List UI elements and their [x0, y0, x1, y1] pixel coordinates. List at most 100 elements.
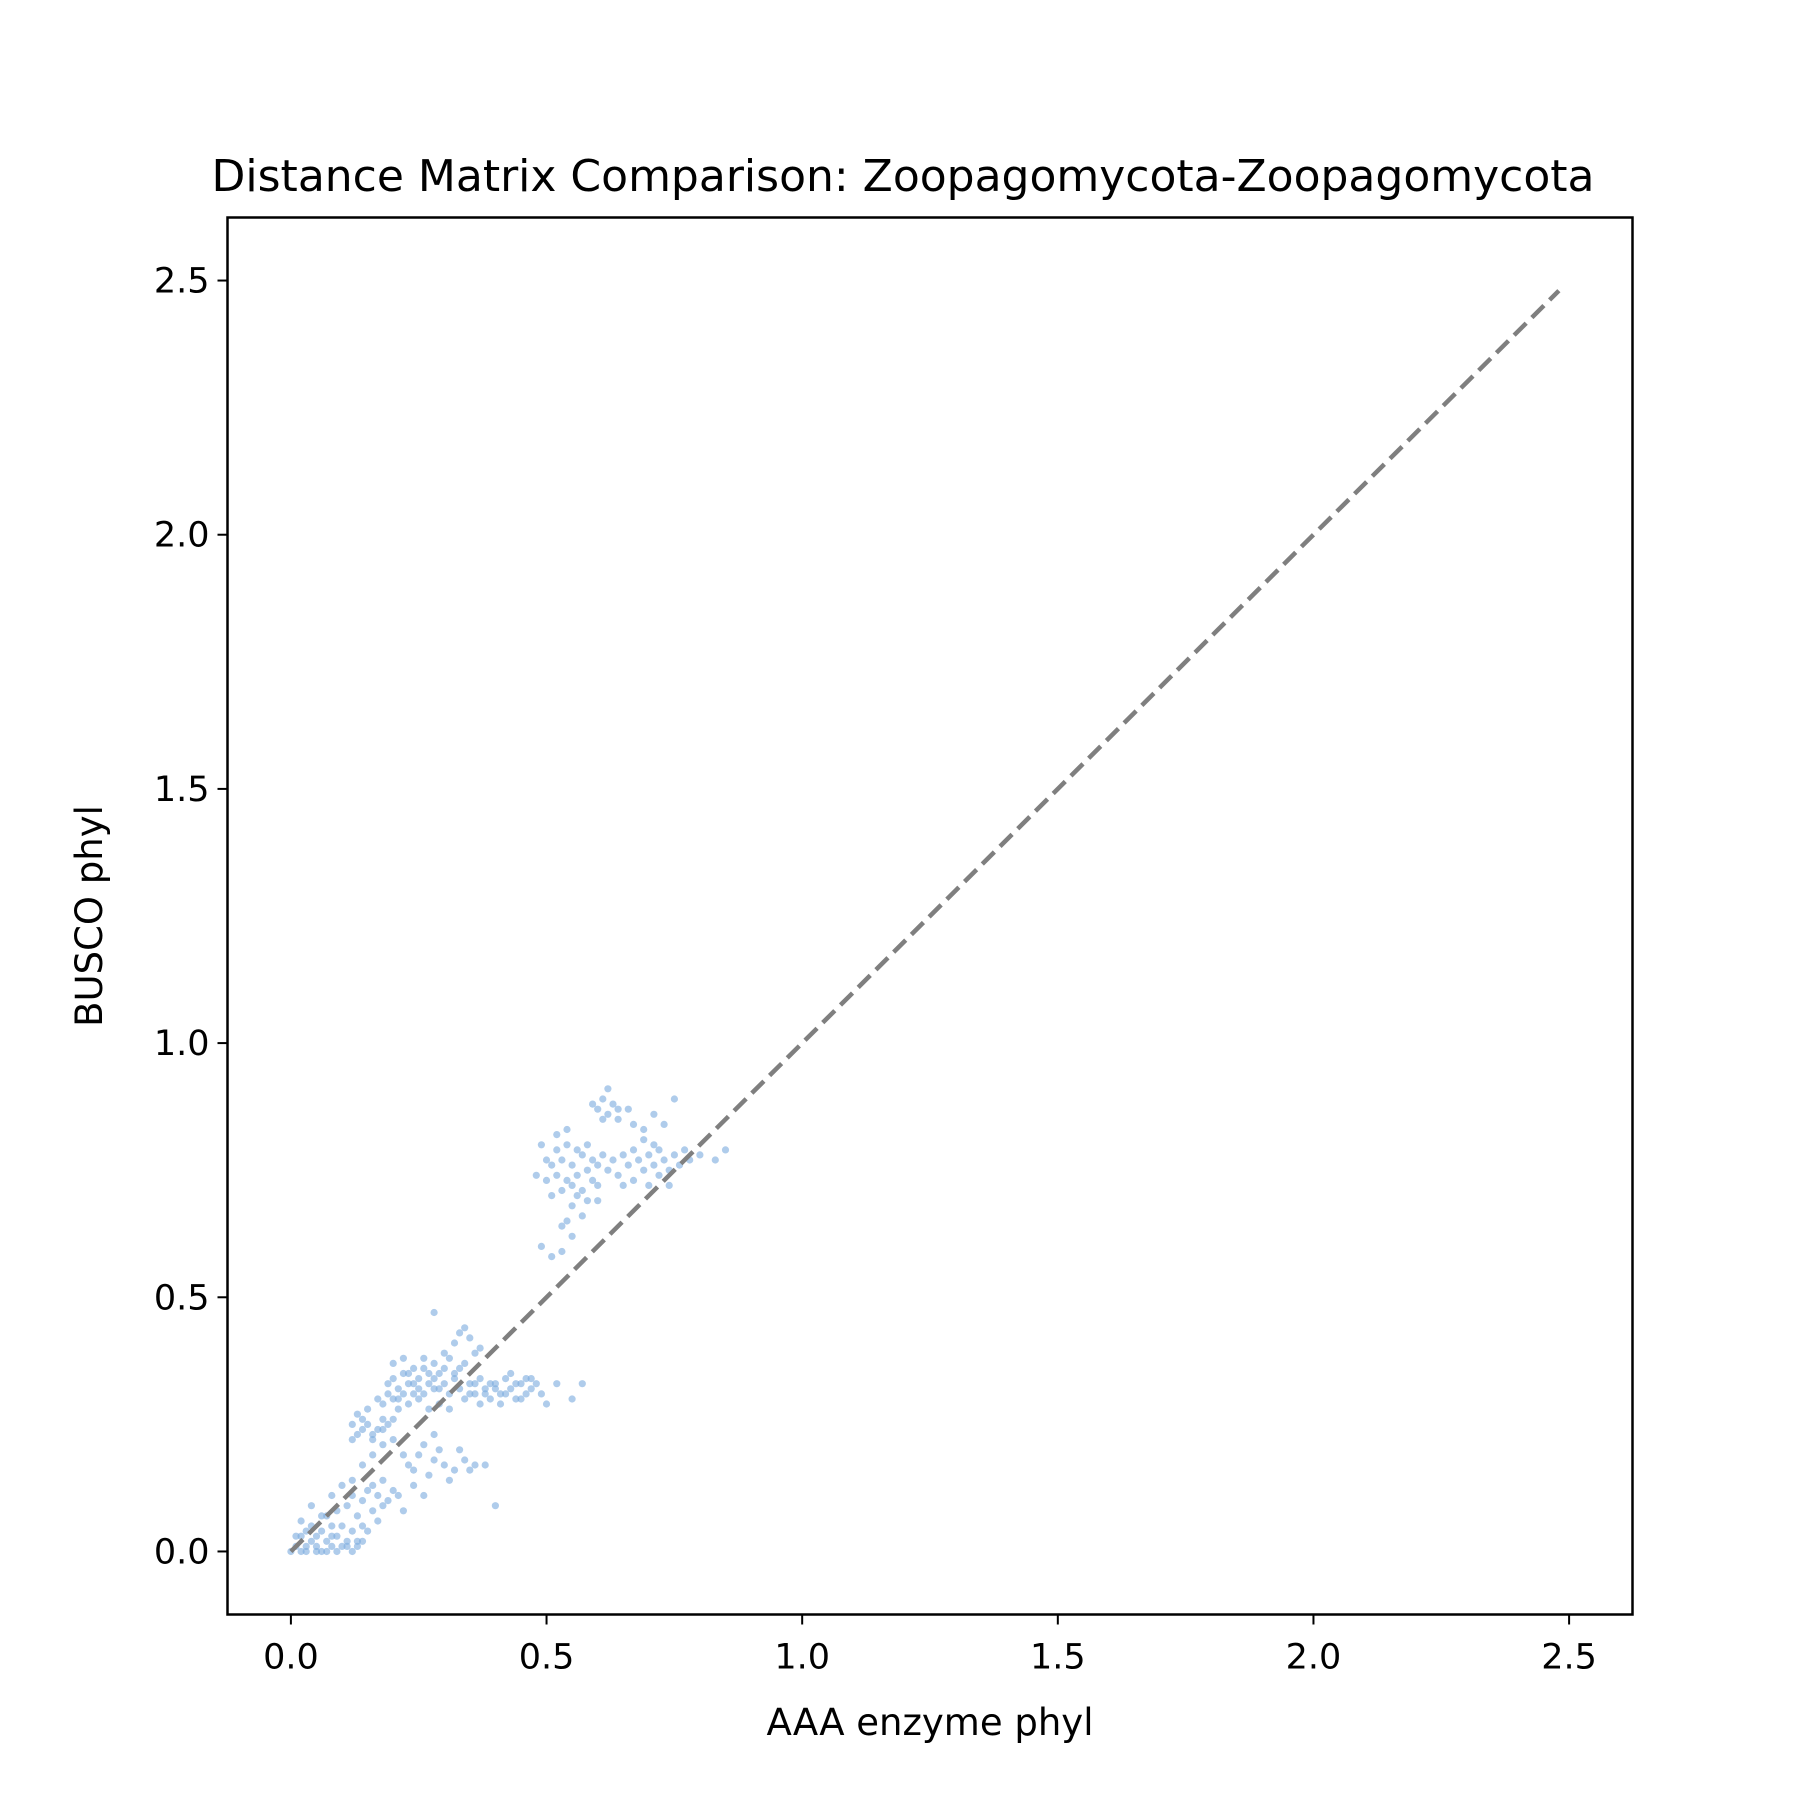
- data-point: [583, 1141, 592, 1149]
- data-point: [491, 1385, 499, 1393]
- data-point: [420, 1354, 428, 1362]
- data-point: [537, 1141, 546, 1149]
- data-point: [415, 1375, 423, 1383]
- data-point: [323, 1537, 331, 1545]
- data-point: [379, 1425, 387, 1434]
- points-layer: [287, 1085, 730, 1556]
- data-point: [379, 1441, 387, 1449]
- data-point: [507, 1369, 515, 1378]
- data-point: [476, 1344, 484, 1352]
- data-point: [563, 1141, 571, 1149]
- data-point: [486, 1395, 494, 1403]
- data-point: [496, 1390, 505, 1398]
- data-point: [624, 1161, 632, 1169]
- reference-line: [289, 289, 1561, 1554]
- data-point: [466, 1390, 474, 1398]
- data-point: [430, 1308, 438, 1317]
- data-point: [369, 1451, 377, 1459]
- data-point: [415, 1395, 423, 1403]
- data-point: [420, 1491, 428, 1500]
- data-point: [328, 1491, 336, 1500]
- data-point: [650, 1110, 658, 1118]
- data-point: [404, 1461, 413, 1469]
- data-point: [563, 1217, 571, 1225]
- data-point: [348, 1420, 356, 1428]
- data-point: [430, 1385, 438, 1393]
- data-point: [435, 1446, 443, 1454]
- data-point: [635, 1156, 643, 1164]
- data-point: [394, 1385, 402, 1393]
- data-point: [670, 1095, 679, 1103]
- y-tick-label: 2.0: [154, 516, 210, 556]
- data-point: [425, 1380, 433, 1388]
- data-point: [333, 1532, 341, 1540]
- data-point: [410, 1466, 418, 1474]
- data-point: [410, 1390, 418, 1398]
- x-tick-label: 0.0: [263, 1638, 319, 1678]
- data-point: [578, 1186, 586, 1195]
- data-point: [537, 1242, 546, 1250]
- data-point: [374, 1491, 382, 1500]
- data-point: [461, 1395, 469, 1403]
- data-point: [532, 1380, 540, 1388]
- data-point: [328, 1542, 336, 1550]
- data-point: [328, 1532, 336, 1540]
- data-point: [379, 1502, 387, 1510]
- data-point: [568, 1181, 576, 1189]
- data-point: [491, 1380, 499, 1388]
- data-point: [307, 1502, 315, 1510]
- x-tick-label: 0.5: [519, 1638, 575, 1678]
- data-point: [548, 1253, 556, 1261]
- data-point: [594, 1181, 602, 1189]
- data-point: [389, 1359, 397, 1367]
- data-point: [353, 1410, 361, 1418]
- data-point: [420, 1390, 428, 1398]
- data-point: [650, 1141, 658, 1149]
- data-point: [318, 1527, 326, 1535]
- data-point: [527, 1385, 535, 1393]
- data-point: [312, 1532, 321, 1540]
- data-point: [430, 1375, 438, 1383]
- data-point: [343, 1502, 351, 1510]
- data-point: [645, 1181, 653, 1189]
- data-point: [522, 1375, 530, 1383]
- data-point: [369, 1507, 377, 1515]
- data-point: [573, 1171, 581, 1179]
- data-point: [461, 1456, 469, 1464]
- data-point: [476, 1375, 484, 1383]
- data-point: [548, 1161, 556, 1169]
- data-point: [445, 1405, 453, 1413]
- data-point: [338, 1522, 346, 1530]
- data-point: [394, 1491, 402, 1500]
- data-point: [348, 1527, 356, 1535]
- data-point: [369, 1430, 377, 1439]
- data-point: [404, 1400, 413, 1408]
- data-point: [348, 1436, 356, 1444]
- data-point: [604, 1085, 612, 1093]
- data-point: [384, 1390, 392, 1398]
- data-point: [445, 1354, 453, 1362]
- data-point: [681, 1146, 689, 1154]
- data-point: [502, 1390, 510, 1398]
- data-point: [358, 1497, 367, 1505]
- data-point: [573, 1192, 581, 1200]
- data-point: [358, 1461, 367, 1469]
- data-point: [394, 1405, 402, 1413]
- data-point: [609, 1156, 617, 1164]
- data-point: [563, 1125, 571, 1134]
- data-point: [450, 1369, 459, 1378]
- data-point: [512, 1380, 520, 1388]
- data-point: [399, 1369, 407, 1378]
- data-point: [532, 1171, 540, 1179]
- data-point: [389, 1486, 397, 1495]
- data-point: [553, 1146, 561, 1154]
- data-point: [604, 1110, 612, 1118]
- data-point: [614, 1171, 622, 1179]
- data-point: [589, 1176, 597, 1184]
- data-point: [353, 1537, 361, 1545]
- y-axis-label: BUSCO phyl: [68, 805, 111, 1027]
- data-point: [527, 1375, 535, 1383]
- data-point: [292, 1532, 300, 1540]
- x-tick-label: 1.5: [1030, 1638, 1086, 1678]
- data-point: [461, 1324, 469, 1332]
